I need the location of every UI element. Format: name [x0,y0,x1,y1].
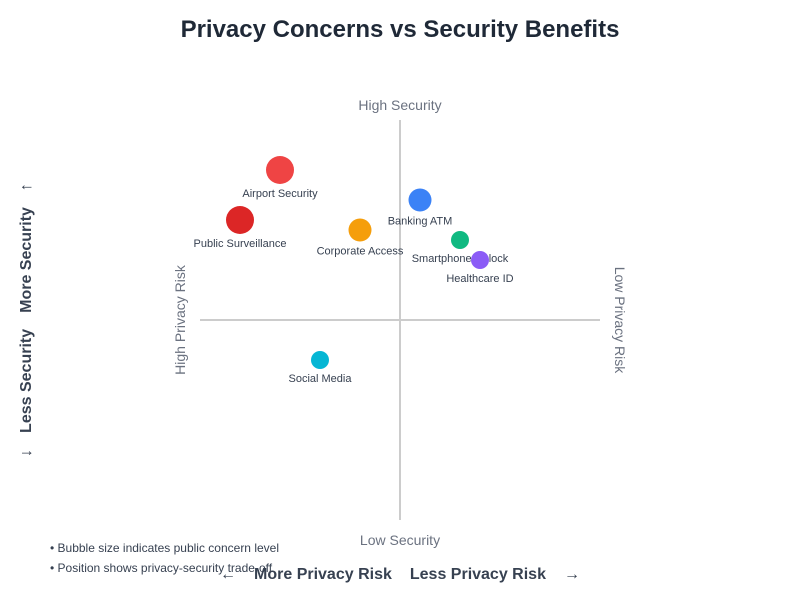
label-low-security: Low Security [360,532,440,548]
chart-notes: • Bubble size indicates public concern l… [50,538,279,578]
point-label: Public Surveillance [194,238,287,250]
point-social-media [311,351,329,369]
point-label: Social Media [289,373,353,385]
note-bubble-size: • Bubble size indicates public concern l… [50,541,279,555]
x-axis-more-privacy-risk: More Privacy Risk [254,566,392,583]
point-label: Smartphone Unlock [412,253,509,265]
point-label: Healthcare ID [446,273,513,285]
point-label: Airport Security [242,188,318,200]
x-axis-less-privacy-risk: Less Privacy Risk [409,566,546,583]
x-axis-title: ← More Privacy Risk Less Privacy Risk → [0,565,800,585]
x-arrow-right-icon: → [563,566,580,583]
label-high-security: High Security [358,97,441,113]
point-corporate-access [348,218,372,242]
point-smartphone-unlock [451,231,469,249]
y-axis-less-security: Less Security [18,328,35,433]
point-banking-atm [408,188,432,212]
y-arrow-up-icon: ↑ [18,183,35,192]
chart-title: Privacy Concerns vs Security Benefits [180,16,620,43]
points-layer: Airport Security Public Surveillance Corpo… [194,156,514,385]
label-high-privacy-risk: High Privacy Risk [172,264,188,375]
note-position: • Position shows privacy-security trade-… [50,561,273,575]
point-healthcare-id [471,251,489,269]
y-axis-title: ↓ Less Security More Security ↑ [15,160,39,480]
point-public-surveillance [226,206,254,234]
x-arrow-left-icon: ← [220,566,237,583]
point-label: Banking ATM [388,216,453,228]
point-airport-security [266,156,294,184]
point-label: Corporate Access [317,246,404,258]
label-low-privacy-risk: Low Privacy Risk [612,267,628,375]
y-arrow-down-icon: ↓ [18,448,35,457]
y-axis-more-security: More Security [18,207,35,313]
